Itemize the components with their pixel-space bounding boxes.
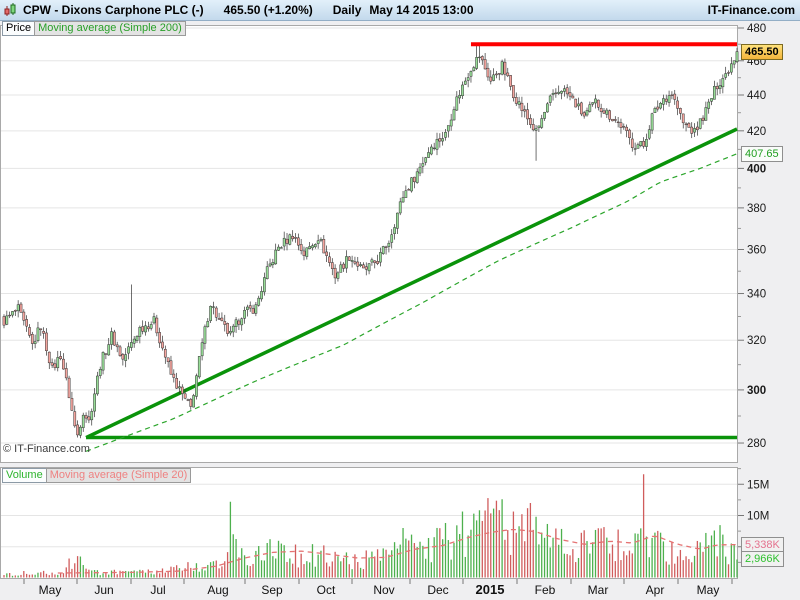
tab-volume[interactable]: Volume (2, 468, 47, 483)
svg-text:360: 360 (747, 245, 766, 257)
svg-text:380: 380 (747, 203, 766, 215)
price-gridlines (1, 27, 737, 444)
svg-text:Jul: Jul (150, 583, 165, 597)
svg-text:Apr: Apr (646, 583, 665, 597)
ma200-value-badge: 407.65 (741, 146, 783, 162)
svg-text:May: May (39, 583, 62, 597)
svg-text:Aug: Aug (207, 583, 228, 597)
candlestick-logo-icon (3, 3, 17, 17)
svg-text:May: May (697, 583, 720, 597)
svg-text:15M: 15M (747, 479, 769, 491)
svg-text:Mar: Mar (588, 583, 609, 597)
volume-last-badge: 2,966K (741, 551, 784, 567)
volume-ma-line (57, 528, 738, 574)
volume-bars (3, 474, 738, 578)
svg-text:300: 300 (747, 385, 766, 397)
svg-text:480: 480 (747, 23, 766, 35)
svg-text:Dec: Dec (427, 583, 448, 597)
candles (2, 44, 739, 439)
svg-text:Feb: Feb (535, 583, 556, 597)
tab-price[interactable]: Price (2, 21, 36, 36)
tab-moving-average-20[interactable]: Moving average (Simple 20) (45, 468, 192, 483)
svg-text:400: 400 (747, 163, 766, 175)
trend-line (85, 127, 738, 440)
svg-text:Jun: Jun (94, 583, 113, 597)
last-price-badge: 465.50 (741, 44, 783, 60)
brand-link[interactable]: IT-Finance.com (707, 3, 795, 17)
svg-text:Nov: Nov (373, 583, 394, 597)
ma200-line (85, 153, 738, 452)
svg-text:280: 280 (747, 438, 766, 450)
instrument-title: CPW - Dixons Carphone PLC (-) (23, 3, 204, 17)
svg-text:320: 320 (747, 335, 766, 347)
volume-gridlines (1, 483, 737, 548)
tab-moving-average-200[interactable]: Moving average (Simple 200) (34, 21, 186, 36)
svg-text:2015: 2015 (476, 582, 505, 597)
price-pane-legend: Price Moving average (Simple 200) (2, 21, 186, 36)
svg-text:Oct: Oct (317, 583, 336, 597)
copyright-watermark: © IT-Finance.com (3, 443, 90, 455)
time-axis: May Jun Jul Aug Sep Oct Nov Dec 2015 Feb Mar Apr May (23, 579, 733, 597)
title-bar: CPW - Dixons Carphone PLC (-) 465.50 (+1… (0, 0, 800, 21)
datetime-label: May 14 2015 13:00 (369, 3, 474, 17)
svg-text:440: 440 (747, 90, 766, 102)
timeframe-label: Daily (332, 3, 362, 17)
svg-text:420: 420 (747, 126, 766, 138)
svg-text:340: 340 (747, 289, 766, 301)
svg-text:10M: 10M (747, 511, 769, 523)
volume-pane-legend: Volume Moving average (Simple 20) (2, 468, 192, 483)
svg-text:Sep: Sep (261, 583, 283, 597)
header-last-price: 465.50 (+1.20%) (223, 3, 313, 17)
